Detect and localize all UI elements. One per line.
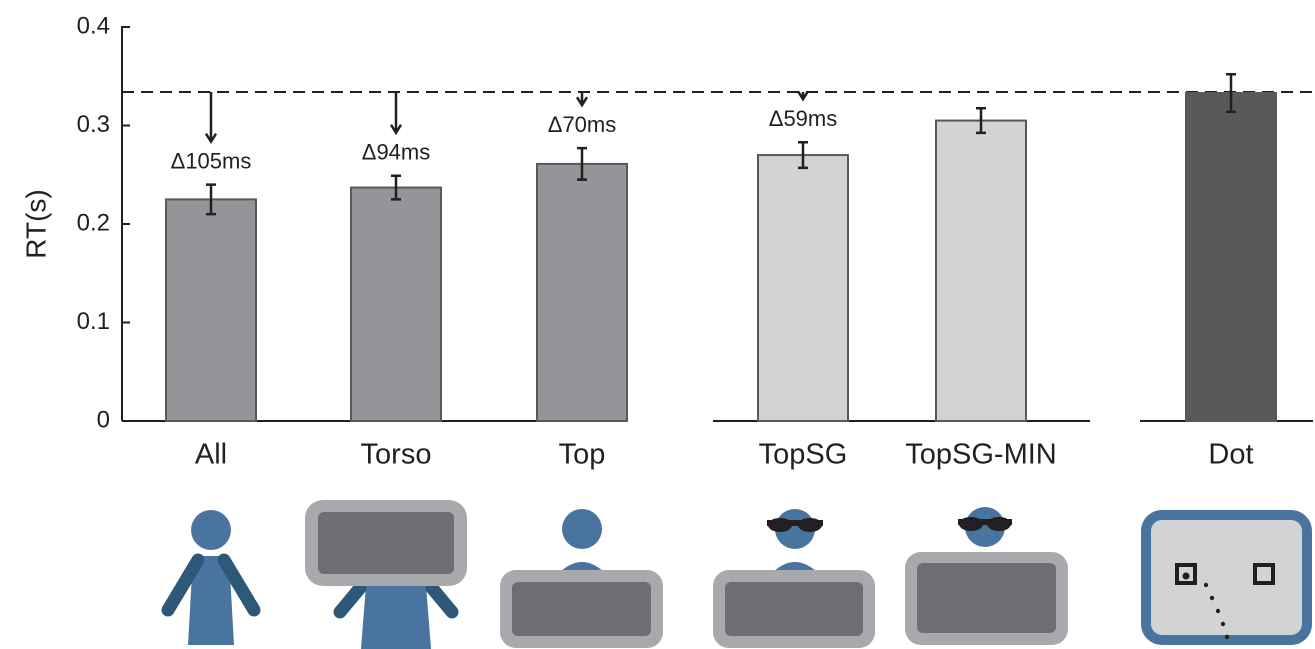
annotation-arrow: [391, 92, 401, 133]
axes: [122, 26, 1313, 421]
bar: [758, 155, 848, 421]
x-tick-label: All: [195, 439, 227, 471]
icons: [168, 500, 1307, 649]
y-axis-label: RT(s): [20, 189, 51, 258]
annotation: Δ70ms: [548, 112, 617, 137]
bar: [936, 121, 1026, 421]
bar: [1186, 93, 1276, 421]
x-tick-label: TopSG-MIN: [905, 439, 1056, 471]
x-tick-label: Dot: [1208, 439, 1253, 471]
bar: [537, 164, 627, 421]
x-tick-label: Torso: [361, 439, 432, 471]
annotation: Δ59ms: [769, 106, 838, 131]
annotation: Δ94ms: [362, 140, 431, 165]
annotation-arrow: [577, 92, 587, 105]
chart: RT(s) 0 0.1 0.2 0.3 0.4 All Δ105ms Torso Δ94ms To…: [0, 0, 1315, 649]
y-tick-label: 0: [97, 406, 110, 433]
annotation: Δ105ms: [171, 148, 252, 173]
y-tick-label: 0.4: [77, 12, 110, 39]
y-tick-label: 0.2: [77, 209, 110, 236]
annotation-arrow: [206, 92, 216, 142]
x-tick-label: Top: [559, 439, 606, 471]
annotation-arrow: [798, 91, 808, 99]
plot-area: 0 0.1 0.2 0.3 0.4 All Δ105ms Torso Δ94ms Top Δ70ms…: [77, 12, 1313, 470]
bar: [166, 199, 256, 421]
y-tick-label: 0.1: [77, 308, 110, 335]
y-tick-label: 0.3: [77, 111, 110, 138]
x-tick-label: TopSG: [759, 439, 848, 471]
bar: [351, 188, 441, 421]
